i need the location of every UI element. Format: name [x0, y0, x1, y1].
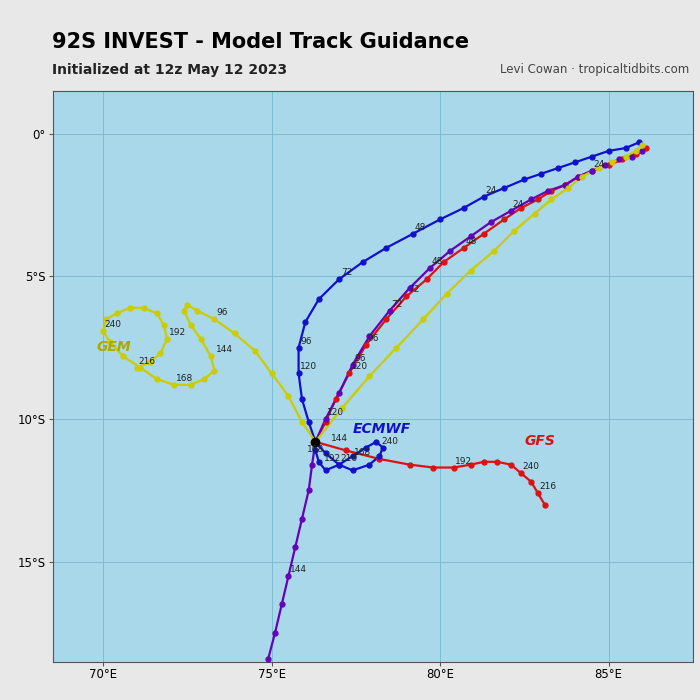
Text: 96: 96 [354, 354, 365, 363]
Text: 48: 48 [466, 237, 477, 246]
Text: ECMWF: ECMWF [353, 422, 411, 436]
Text: 72: 72 [408, 286, 419, 295]
Text: GEM: GEM [97, 340, 131, 354]
Text: 48: 48 [432, 257, 443, 266]
Text: 240: 240 [523, 462, 540, 471]
Text: 216: 216 [341, 454, 358, 463]
Text: 24: 24 [594, 160, 605, 169]
Text: 144: 144 [216, 345, 233, 354]
Text: 168: 168 [176, 374, 192, 383]
Text: 240: 240 [382, 437, 398, 446]
Text: 120: 120 [351, 363, 368, 372]
Text: 24: 24 [512, 199, 524, 209]
Text: 96: 96 [368, 334, 379, 343]
Text: Initialized at 12z May 12 2023: Initialized at 12z May 12 2023 [52, 63, 288, 77]
Text: 120: 120 [300, 363, 317, 372]
Text: 216: 216 [540, 482, 557, 491]
Text: 72: 72 [341, 268, 352, 277]
Text: 48: 48 [415, 223, 426, 232]
Text: 192: 192 [324, 454, 341, 463]
Text: 92S INVEST - Model Track Guidance: 92S INVEST - Model Track Guidance [52, 32, 470, 52]
Text: Levi Cowan · tropicaltidbits.com: Levi Cowan · tropicaltidbits.com [500, 63, 690, 76]
Text: 192: 192 [169, 328, 186, 337]
Text: 120: 120 [327, 408, 344, 417]
Text: 96: 96 [300, 337, 312, 346]
Text: 216: 216 [139, 357, 155, 365]
Text: 96: 96 [216, 308, 228, 317]
Text: 72: 72 [391, 300, 402, 309]
Text: 240: 240 [105, 320, 122, 328]
Text: 144: 144 [290, 565, 307, 574]
Text: GFS: GFS [524, 434, 555, 448]
Text: 24: 24 [486, 186, 497, 195]
Text: 168: 168 [307, 445, 324, 454]
Text: 192: 192 [455, 456, 472, 466]
Text: 144: 144 [330, 434, 348, 442]
Text: 168: 168 [354, 448, 372, 457]
